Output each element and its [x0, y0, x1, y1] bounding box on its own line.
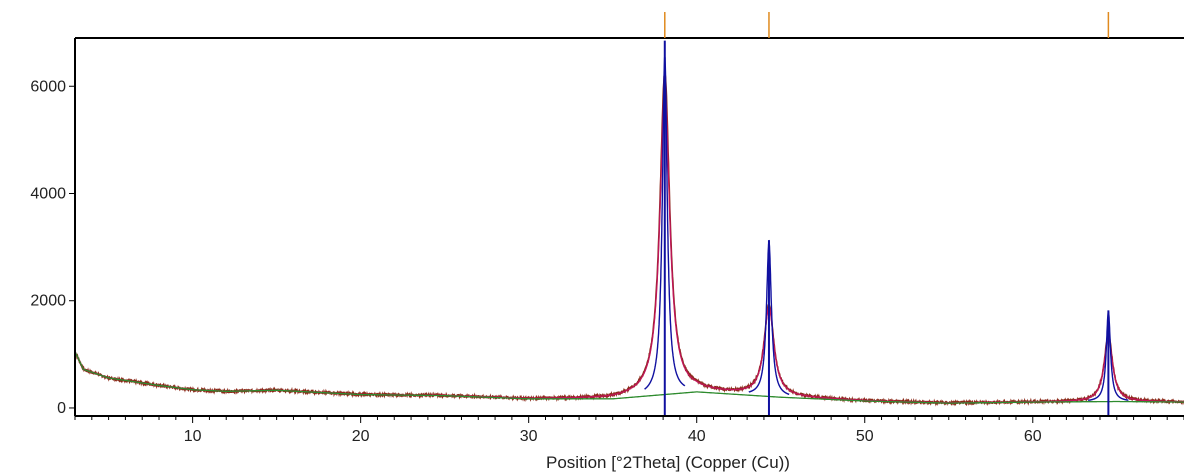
y-tick-label: 2000 — [30, 293, 66, 310]
observed-pattern-line — [74, 71, 1184, 407]
peak-profile-1 — [644, 56, 686, 390]
x-tick-label: 10 — [184, 428, 202, 445]
chart-marks — [74, 12, 1184, 416]
x-tick-label: 20 — [352, 428, 370, 445]
peak-profile-2 — [748, 239, 790, 395]
x-axis-title: Position [°2Theta] (Copper (Cu)) — [546, 453, 790, 472]
axes: 0 2000 4000 6000 10 20 30 40 50 60 — [30, 38, 1184, 445]
y-tick-label: 6000 — [30, 78, 66, 95]
x-tick-label: 60 — [1024, 428, 1042, 445]
peak-profile-3 — [1088, 310, 1129, 401]
y-tick-label: 4000 — [30, 185, 66, 202]
x-tick-label: 40 — [688, 428, 706, 445]
background-line — [74, 351, 1184, 404]
x-tick-label: 30 — [520, 428, 538, 445]
calculated-pattern-line — [74, 86, 1184, 404]
x-tick-label: 50 — [856, 428, 874, 445]
y-tick-label: 0 — [57, 400, 66, 417]
